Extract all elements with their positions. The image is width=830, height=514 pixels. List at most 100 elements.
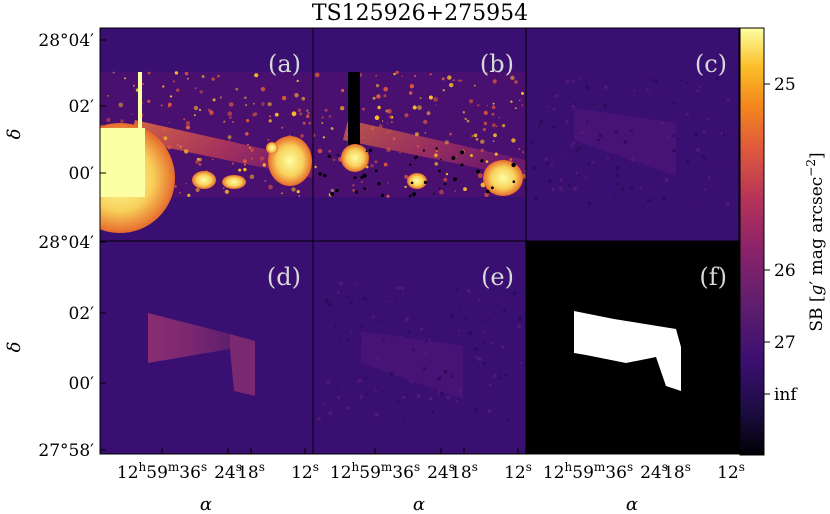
- star: [211, 77, 215, 81]
- star: [482, 127, 486, 132]
- residual-pixel: [360, 325, 364, 329]
- residual-pixel: [672, 101, 676, 106]
- masked-pixel: [460, 150, 465, 155]
- residual-pixel: [518, 317, 522, 321]
- star: [176, 88, 180, 92]
- residual-pixel: [435, 344, 437, 347]
- masked-pixel: [377, 182, 381, 186]
- residual-pixel: [417, 411, 419, 413]
- masked-pixel: [409, 163, 412, 166]
- star: [193, 105, 199, 111]
- masked-pixel: [363, 187, 367, 191]
- star: [332, 158, 336, 162]
- star: [511, 138, 516, 143]
- residual-pixel: [591, 160, 595, 164]
- star: [231, 162, 235, 165]
- star: [328, 115, 332, 118]
- star: [219, 96, 222, 99]
- residual-pixel: [571, 79, 576, 83]
- residual-pixel: [376, 386, 379, 388]
- residual-pixel: [656, 94, 658, 96]
- galaxy-stream: [130, 120, 313, 178]
- star: [183, 118, 186, 121]
- masked-pixel: [380, 193, 385, 198]
- star: [389, 130, 392, 132]
- star: [374, 115, 380, 120]
- star: [299, 112, 303, 116]
- star: [419, 97, 422, 99]
- star: [198, 163, 202, 166]
- residual-pixel: [328, 411, 333, 415]
- residual-pixel: [477, 357, 482, 362]
- residual-pixel: [577, 146, 581, 150]
- residual-pixel: [345, 405, 350, 410]
- star: [466, 119, 470, 123]
- star: [235, 87, 239, 91]
- x-tick-label: 18s: [663, 460, 691, 483]
- residual-pixel: [466, 289, 470, 292]
- residual-pixel: [501, 345, 505, 349]
- residual-pixel: [365, 392, 368, 396]
- star: [463, 187, 467, 192]
- star: [486, 105, 488, 107]
- residual-pixel: [686, 203, 689, 206]
- star: [167, 106, 170, 108]
- x-axis-label: α: [200, 494, 212, 514]
- star: [382, 120, 384, 122]
- star: [352, 184, 355, 187]
- residual-pixel: [672, 148, 676, 153]
- residual-pixel: [353, 282, 356, 285]
- star: [253, 112, 258, 116]
- residual-pixel: [573, 186, 578, 191]
- residual-pixel: [604, 167, 606, 170]
- residual-pixel: [455, 399, 458, 402]
- residual-pixel: [334, 324, 337, 327]
- star: [491, 123, 496, 128]
- residual-pixel: [416, 393, 421, 398]
- star: [370, 164, 374, 168]
- residual-pixel: [615, 173, 619, 177]
- residual-pixel: [590, 184, 593, 187]
- residual-pixel: [533, 196, 538, 202]
- residual-pixel: [475, 356, 478, 359]
- residual-pixel: [587, 201, 592, 205]
- residual-pixel: [638, 78, 641, 81]
- star: [261, 102, 265, 106]
- star: [179, 145, 182, 148]
- star: [169, 95, 173, 98]
- residual-pixel: [649, 198, 652, 202]
- star: [445, 172, 449, 176]
- x-tick-label: 12h59m36s: [543, 460, 633, 483]
- panel-f: (f): [525, 240, 740, 455]
- residual-pixel: [715, 77, 719, 80]
- masked-pixel: [318, 172, 322, 176]
- star: [253, 102, 255, 105]
- star: [491, 105, 496, 110]
- star: [120, 119, 124, 123]
- star: [454, 190, 456, 192]
- star: [439, 189, 444, 195]
- model-stream-end: [230, 334, 255, 396]
- x-tick-label: 12s: [717, 460, 745, 483]
- residual-pixel: [359, 395, 363, 399]
- residual-pixel: [704, 188, 707, 191]
- residual-pixel: [649, 90, 651, 93]
- residual-pixel: [727, 162, 729, 164]
- residual-pixel: [437, 392, 441, 395]
- residual-pixel: [661, 121, 665, 124]
- star: [502, 124, 506, 128]
- star: [383, 86, 389, 92]
- star: [387, 122, 389, 125]
- residual-pixel: [431, 410, 435, 414]
- residual-pixel: [512, 291, 517, 296]
- star: [341, 88, 345, 93]
- masked-pixel: [480, 159, 484, 163]
- residual-pixel: [580, 131, 584, 135]
- star: [423, 119, 428, 124]
- star: [267, 138, 270, 141]
- residual-pixel: [662, 196, 666, 200]
- residual-pixel: [455, 288, 459, 292]
- star: [471, 135, 474, 137]
- star: [186, 125, 191, 130]
- star: [313, 133, 316, 137]
